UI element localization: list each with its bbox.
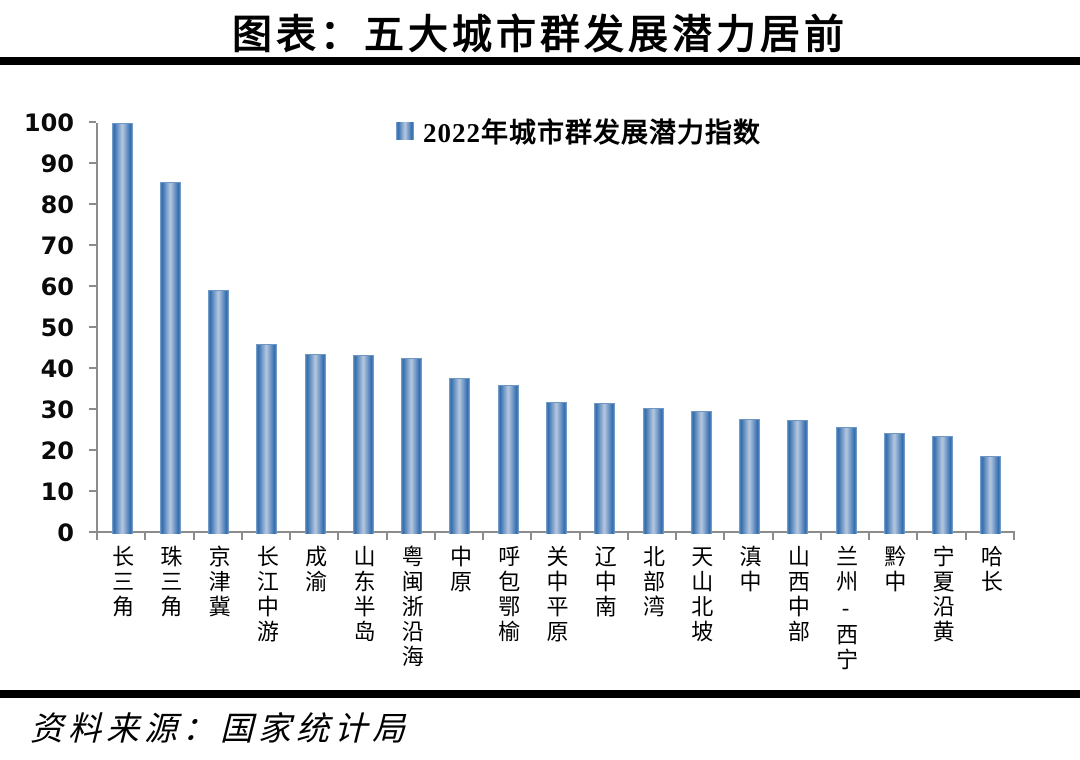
x-axis-label: 长三角 <box>109 545 135 620</box>
x-axis-label: 辽中南 <box>591 545 617 620</box>
x-axis-tick <box>337 533 340 540</box>
y-axis-tick <box>89 490 96 492</box>
bar-12 <box>642 408 664 534</box>
x-axis-tick <box>1013 533 1015 540</box>
x-axis-label: 中原 <box>446 545 472 595</box>
x-axis-tick <box>675 533 678 540</box>
bar-15 <box>787 420 809 534</box>
y-axis-label: 60 <box>40 273 74 301</box>
y-axis-label: 80 <box>40 191 74 219</box>
x-axis-label: 黔中 <box>881 545 907 595</box>
x-axis-label: 北部湾 <box>640 545 666 620</box>
y-axis-tick <box>89 326 96 328</box>
y-axis-label: 90 <box>40 150 74 178</box>
x-axis-label: 天山北坡 <box>688 545 714 645</box>
y-axis-label: 70 <box>40 232 74 260</box>
x-axis-label: 滇中 <box>736 545 762 595</box>
y-axis-tick <box>89 449 96 451</box>
x-axis-tick <box>916 533 919 540</box>
bar-16 <box>835 427 857 534</box>
y-axis-label: 100 <box>23 109 74 137</box>
x-axis-tick <box>868 533 871 540</box>
y-axis-label: 30 <box>40 396 74 424</box>
y-axis-tick <box>89 408 96 410</box>
y-axis-label: 50 <box>40 314 74 342</box>
y-axis-label: 20 <box>40 437 74 465</box>
y-axis-tick <box>89 367 96 369</box>
x-axis-tick <box>626 533 629 540</box>
x-axis-label: 粤闽浙沿海 <box>398 545 424 670</box>
x-axis-tick <box>240 533 243 540</box>
x-axis-label: 成渝 <box>302 545 328 595</box>
x-axis-tick <box>964 533 967 540</box>
y-axis-label: 10 <box>40 478 74 506</box>
x-axis-label: 山西中部 <box>784 545 810 645</box>
legend-label: 2022年城市群发展潜力指数 <box>423 118 761 148</box>
bar-10 <box>546 402 567 534</box>
bar-9 <box>497 384 519 534</box>
y-axis-tick <box>89 244 96 246</box>
y-axis-tick <box>89 285 96 287</box>
y-axis-label: 40 <box>40 355 74 383</box>
x-axis-tick <box>482 533 485 540</box>
bar-6 <box>352 355 374 534</box>
y-axis-line <box>96 123 98 533</box>
y-axis-tick <box>89 162 96 164</box>
page-title: 图表：五大城市群发展潜力居前 <box>232 12 848 57</box>
x-axis-tick <box>771 533 774 540</box>
bar-18 <box>932 436 954 534</box>
y-axis-tick <box>89 121 96 123</box>
x-axis-tick <box>723 533 726 540</box>
bar-1 <box>111 123 133 534</box>
x-axis-label: 京津冀 <box>205 545 231 620</box>
bar-11 <box>594 403 616 534</box>
x-axis-label: 关中平原 <box>543 545 569 645</box>
y-axis-label: 0 <box>57 519 74 547</box>
x-axis-tick <box>96 533 98 540</box>
x-axis-label: 珠三角 <box>157 545 183 620</box>
x-axis-tick <box>192 533 195 540</box>
source-note: 资料来源：国家统计局 <box>30 712 410 748</box>
top-divider <box>0 57 1080 65</box>
legend-swatch-icon <box>396 121 414 140</box>
x-axis-label: 长江中游 <box>253 545 279 645</box>
x-axis-tick <box>578 533 581 540</box>
x-axis-tick <box>289 533 292 540</box>
bar-2 <box>159 182 181 534</box>
x-axis-label: 呼包鄂榆 <box>495 545 521 645</box>
x-axis-tick <box>530 533 533 540</box>
bottom-divider <box>0 690 1080 698</box>
y-axis-tick <box>89 531 96 533</box>
bar-7 <box>401 358 423 534</box>
bar-13 <box>690 411 712 534</box>
x-axis-tick <box>144 533 147 540</box>
y-axis-tick <box>89 203 96 205</box>
chart-legend: 2022年城市群发展潜力指数 <box>396 111 761 150</box>
bar-19 <box>980 455 1002 534</box>
x-axis-label: 哈长 <box>977 545 1003 595</box>
x-axis-tick <box>433 533 436 540</box>
bar-8 <box>449 378 471 534</box>
x-axis-label: 宁夏沿黄 <box>929 545 955 645</box>
bar-17 <box>883 433 905 534</box>
x-axis-label: 兰州-西宁 <box>833 545 859 673</box>
bar-5 <box>304 353 326 534</box>
x-axis-tick <box>819 533 822 540</box>
bar-4 <box>256 343 278 534</box>
bar-3 <box>208 290 230 534</box>
x-axis-tick <box>385 533 388 540</box>
x-axis-label: 山东半岛 <box>350 545 376 645</box>
bar-14 <box>739 418 761 534</box>
